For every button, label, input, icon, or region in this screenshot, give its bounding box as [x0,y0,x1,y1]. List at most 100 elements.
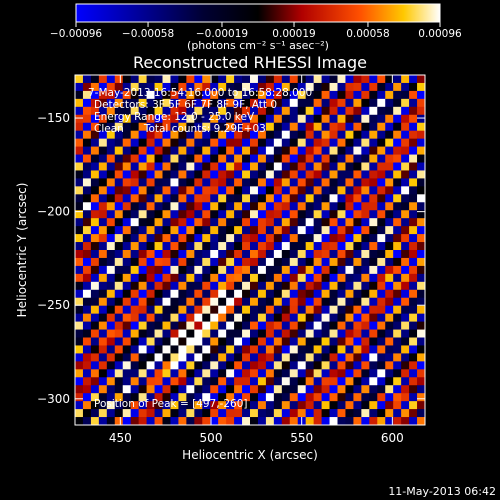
heatmap-cell [305,377,315,386]
heatmap-cell [154,257,163,267]
heatmap-cell [289,377,299,386]
heatmap-cell [98,257,108,267]
heatmap-cell [226,122,235,132]
heatmap-cell [130,345,140,354]
heatmap-cell [194,273,203,283]
heatmap-cell [186,162,195,171]
heatmap-cell [417,98,426,108]
heatmap-cell [154,417,163,426]
chart-title: Reconstructed RHESSI Image [133,53,367,72]
heatmap-cell [329,75,338,84]
heatmap-cell [210,265,219,275]
heatmap-cell [265,345,275,354]
heatmap-cell [178,218,187,227]
heatmap-cell [138,393,147,402]
heatmap-cell [265,138,275,147]
heatmap-cell [90,194,100,203]
heatmap-cell [385,194,394,203]
heatmap-cell [393,218,402,227]
heatmap-cell [90,273,100,283]
heatmap-cell [297,114,307,124]
heatmap-cell [401,281,410,291]
heatmap-cell [162,385,171,394]
heatmap-cell [170,170,179,179]
heatmap-cell [273,321,283,330]
heatmap-cell [146,210,155,219]
heatmap-cell [98,393,108,402]
heatmap-cell [242,242,251,251]
heatmap-cell [329,337,338,346]
heatmap-cell [265,170,275,179]
heatmap-cell [313,178,322,187]
heatmap-cell [210,281,219,291]
heatmap-cell [417,186,426,195]
heatmap-cell [130,257,140,267]
heatmap-cell [401,210,410,219]
heatmap-cell [369,417,378,426]
heatmap-cell [242,265,251,275]
heatmap-cell [226,114,235,124]
heatmap-cell [226,186,235,195]
heatmap-cell [417,345,426,354]
heatmap-cell [178,377,187,386]
heatmap-cell [345,377,354,386]
heatmap-cell [265,289,275,299]
heatmap-cell [186,345,195,354]
heatmap-cell [329,409,338,418]
heatmap-cell [194,289,203,299]
heatmap-cell [202,114,211,124]
heatmap-cell [202,226,211,235]
heatmap-cell [289,305,299,315]
heatmap-cell [130,106,140,116]
heatmap-cell [305,265,315,275]
heatmap-cell [265,329,275,338]
heatmap-cell [281,202,291,211]
heatmap-cell [170,146,179,155]
heatmap-cell [289,250,299,259]
heatmap-cell [401,186,410,195]
heatmap-cell [329,82,338,92]
heatmap-cell [345,98,354,108]
heatmap-cell [265,321,275,330]
heatmap-cell [226,353,235,362]
heatmap-cell [369,353,378,362]
heatmap-cell [409,146,418,155]
heatmap-cell [242,305,251,315]
heatmap-cell [377,162,386,171]
heatmap-cell [170,154,179,163]
heatmap-cell [178,250,187,259]
heatmap-cell [361,106,370,116]
heatmap-cell [138,377,147,386]
heatmap-cell [170,250,179,259]
heatmap-cell [305,186,315,195]
heatmap-cell [170,305,179,315]
heatmap-cell [353,75,362,84]
heatmap-cell [250,409,259,418]
heatmap-cell [345,162,354,171]
heatmap-cell [114,369,124,378]
heatmap-cell [242,377,251,386]
heatmap-cell [393,234,402,243]
heatmap-cell [242,297,251,307]
heatmap-cell [401,82,410,92]
heatmap-cell [75,401,84,410]
heatmap-cell [234,257,243,267]
heatmap-cell [146,242,155,251]
heatmap-cell [321,385,330,394]
heatmap-cell [178,162,187,171]
heatmap-cell [369,234,378,243]
heatmap-cell [75,114,84,124]
heatmap-cell [194,369,203,378]
heatmap-cell [265,218,275,227]
heatmap-cell [98,210,108,219]
heatmap-cell [250,401,259,410]
heatmap-cell [226,130,235,140]
heatmap-cell [329,98,338,108]
heatmap-cell [329,393,338,402]
heatmap-cell [218,210,227,219]
heatmap-cell [210,361,219,370]
heatmap-cell [194,313,203,322]
heatmap-cell [170,329,179,338]
heatmap-cell [242,234,251,243]
heatmap-cell [234,114,243,124]
